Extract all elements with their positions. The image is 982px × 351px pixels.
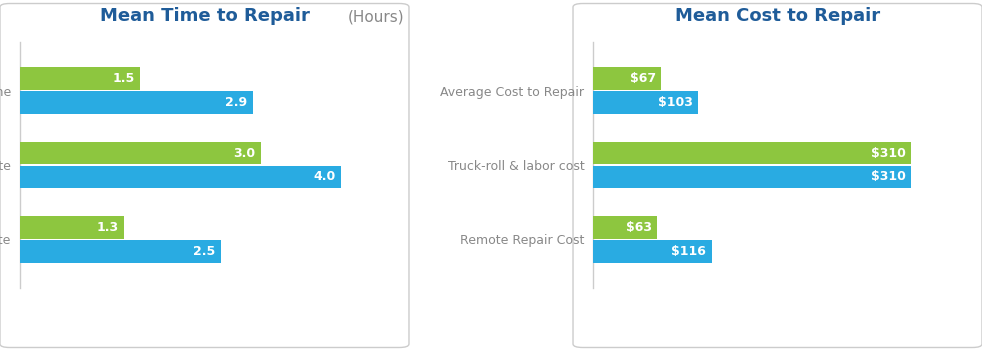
Text: 2.9: 2.9 — [225, 96, 247, 109]
Bar — [593, 91, 698, 114]
Bar — [593, 216, 657, 239]
Text: $103: $103 — [658, 96, 693, 109]
Text: 4.0: 4.0 — [313, 170, 336, 183]
Text: 1.3: 1.3 — [96, 221, 119, 234]
Text: 3.0: 3.0 — [233, 147, 255, 160]
Text: $310: $310 — [871, 147, 905, 160]
Bar — [593, 142, 911, 164]
Bar — [593, 67, 662, 90]
Bar — [593, 240, 712, 263]
Text: 2.5: 2.5 — [192, 245, 215, 258]
Bar — [20, 240, 221, 263]
Text: $116: $116 — [672, 245, 706, 258]
Text: $310: $310 — [871, 170, 905, 183]
Bar — [20, 142, 261, 164]
Bar — [20, 91, 252, 114]
Bar — [20, 67, 140, 90]
Text: Mean Time to Repair: Mean Time to Repair — [99, 7, 309, 25]
Bar — [593, 166, 911, 188]
Text: (Hours): (Hours) — [348, 9, 405, 25]
Bar — [20, 166, 341, 188]
Bar — [20, 216, 124, 239]
Text: 1.5: 1.5 — [112, 72, 135, 85]
Text: Mean Cost to Repair: Mean Cost to Repair — [675, 7, 880, 25]
Text: $67: $67 — [629, 72, 656, 85]
Text: $63: $63 — [626, 221, 652, 234]
